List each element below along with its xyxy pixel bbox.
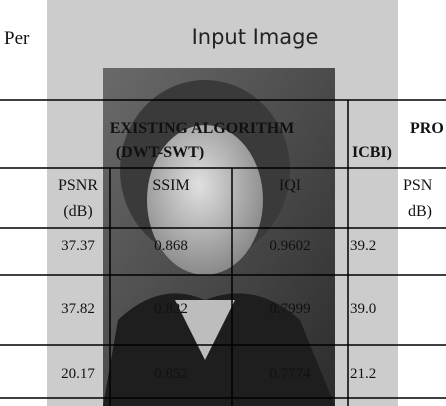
window-title: Input Image: [192, 25, 319, 49]
screenshot: Per Input Image EXISTING ALGORITHM (DWT-…: [0, 0, 446, 406]
table-cell: 21.2: [350, 366, 376, 382]
table-cell: 0.852: [154, 366, 188, 382]
table-cell: 0.9602: [269, 238, 310, 254]
header-cell: EXISTING ALGORITHM: [110, 120, 294, 137]
table-cell: 0.7999: [269, 301, 310, 317]
table-cell: 0.822: [154, 301, 188, 317]
subheader-cell: SSIM: [152, 177, 189, 194]
header-cell: (DWT-SWT): [116, 144, 204, 161]
table-cell: 0.868: [154, 238, 188, 254]
table-cell: 20.17: [61, 366, 95, 382]
table-cell: 39.0: [350, 301, 376, 317]
subheader-cell: dB): [408, 203, 432, 220]
table-cell: 0.7774: [269, 366, 311, 382]
header-cell: ICBI): [352, 144, 392, 161]
heading-fragment: Per: [4, 28, 30, 49]
table-cell: 39.2: [350, 238, 376, 254]
table-cell: 37.82: [61, 301, 95, 317]
subheader-cell: (dB): [63, 203, 92, 220]
header-cell: PRO: [410, 120, 444, 137]
table-cell: 37.37: [61, 238, 95, 254]
subheader-cell: IQI: [279, 177, 301, 194]
input-photo: [103, 68, 335, 406]
subheader-cell: PSNR: [58, 177, 98, 194]
subheader-cell: PSN: [403, 177, 433, 194]
